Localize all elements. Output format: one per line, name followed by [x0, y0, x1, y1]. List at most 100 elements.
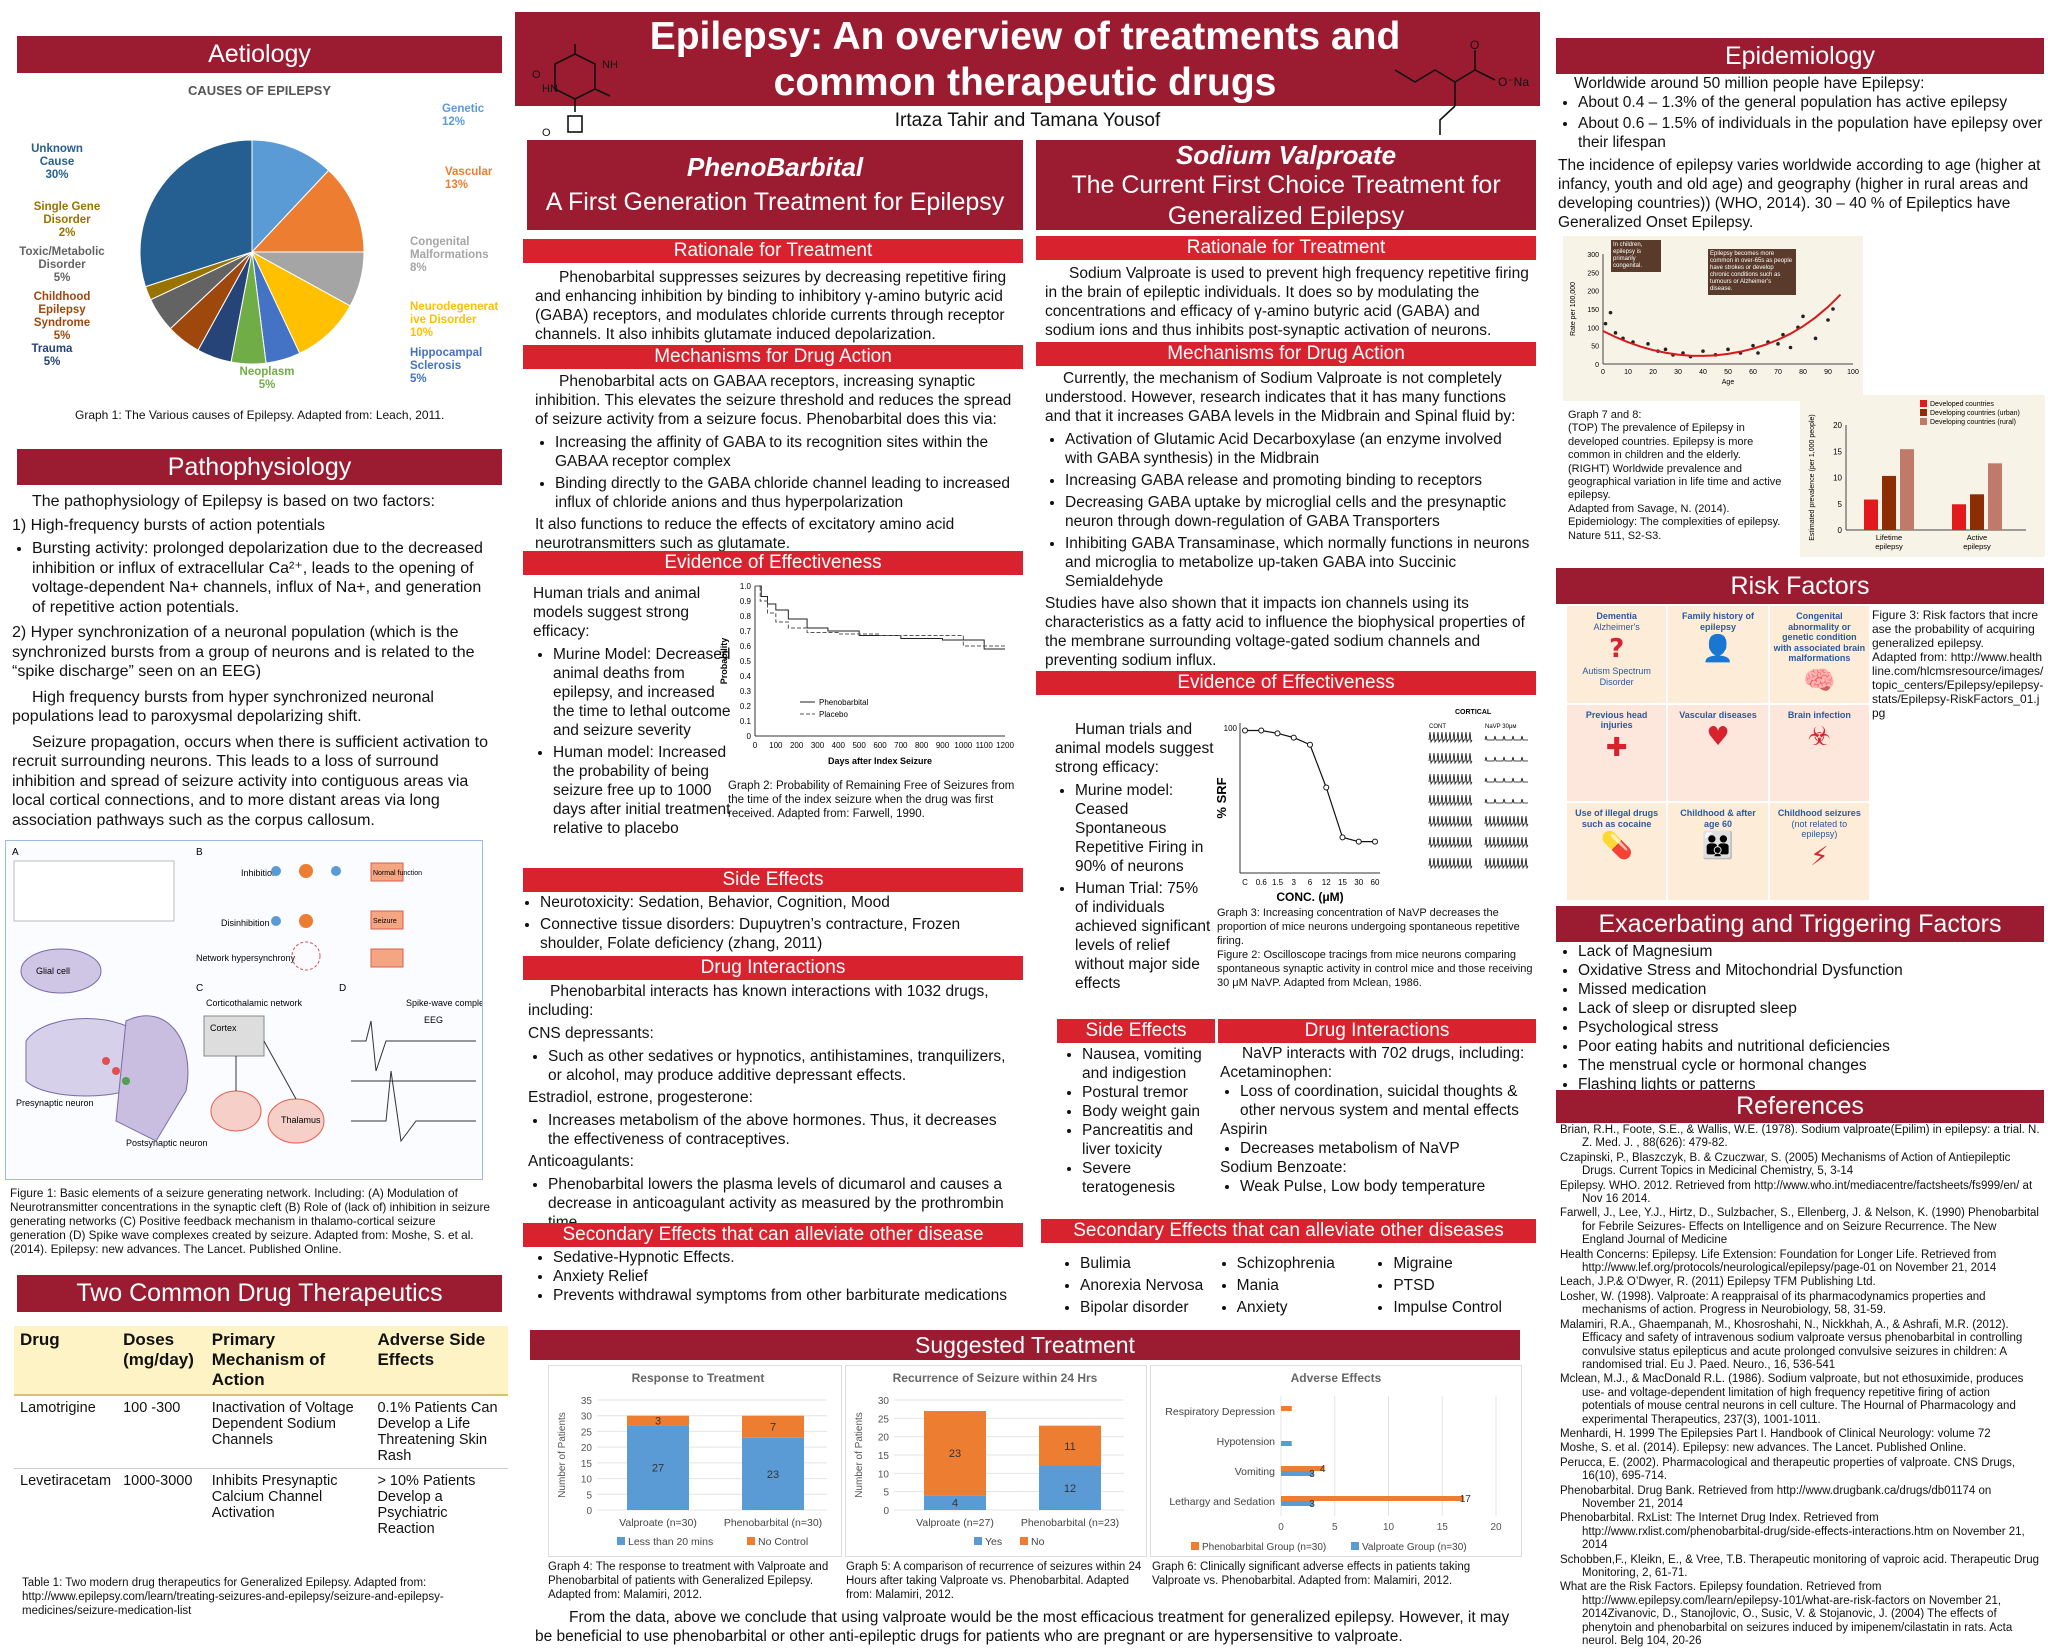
svg-text:EEG: EEG: [424, 1015, 443, 1025]
y-tick: 50: [1591, 344, 1599, 351]
svg-text:Inhibition: Inhibition: [241, 868, 277, 878]
risk-icon: ?: [1609, 634, 1625, 664]
risk-factor-tile: Vascular diseases ♥: [1668, 704, 1768, 802]
pheno-evidence: Human trials and animal models suggest s…: [533, 584, 733, 841]
reference-item: Phenobarbital. Drug Bank. Retrieved from…: [1560, 1484, 1992, 1510]
chart-title: Recurrence of Seizure within 24 Hrs: [893, 1371, 1098, 1385]
oscilloscope-trace: [1484, 857, 1529, 870]
incidence-point: [1751, 343, 1755, 348]
note-elderly: Epilepsy becomes more common in over-65s…: [1708, 249, 1796, 295]
y-axis-label: Number of Patients: [854, 1412, 865, 1498]
note-children: In children, epilepsy is primarily conge…: [1611, 240, 1661, 272]
y-tick: 0.2: [740, 702, 752, 711]
fig-label-d: D: [339, 983, 346, 994]
list-item: The menstrual cycle or hormonal changes: [1578, 1056, 2043, 1075]
pie-label: Genetic 12%: [442, 103, 485, 128]
legend-swatch: [1020, 1537, 1028, 1545]
epidemiology-heading: Epidemiology: [1556, 38, 2044, 74]
table-row: Lamotrigine 100 -300 Inactivation of Vol…: [14, 1395, 508, 1469]
x-tick: 15: [1338, 878, 1347, 887]
data-label: 17: [1460, 1494, 1472, 1505]
y-tick: 25: [878, 1414, 890, 1425]
svg-text:O⁻Na⁺: O⁻Na⁺: [1498, 75, 1530, 89]
valp-evidence-heading: Evidence of Effectiveness: [1036, 671, 1536, 695]
x-axis-label: CONC. (μM): [1276, 890, 1343, 904]
reference-item: What are the Risk Factors. Epilepsy foun…: [1560, 1581, 2013, 1648]
y-tick: 0: [883, 1506, 889, 1517]
y-tick: 150: [1587, 307, 1599, 314]
y-tick: 35: [581, 1396, 593, 1407]
th-adverse: Adverse Side Effects: [377, 1330, 486, 1369]
data-label: 3: [655, 1415, 661, 1427]
oscilloscope-trace: [1428, 794, 1473, 807]
oscilloscope-trace: [1428, 815, 1473, 828]
reference-item: Menhardi, H. 1999 The Epilepsies Part I.…: [1560, 1427, 1991, 1440]
legend-swatch: [617, 1537, 625, 1545]
reference-item: Mclean, M.J., & MacDonald R.L. (1986). S…: [1560, 1373, 2024, 1426]
fig1-caption: Figure 1: Basic elements of a seizure ge…: [10, 1186, 490, 1256]
adverse-effects-chart: Adverse Effects 0 5 10 15 20 Respiratory Depre…: [1150, 1365, 1522, 1557]
reference-item: Brian, R.H., Foote, S.E., & Wallis, W.E.…: [1560, 1124, 2040, 1150]
response-to-treatment-chart: Response to Treatment 0 5 10 15 20 25 30 35 Numbe…: [548, 1365, 842, 1557]
y-tick: 300: [1587, 252, 1599, 259]
reference-item: Phenobarbital. RxList: The Internet Drug…: [1560, 1512, 2025, 1552]
data-label: 23: [767, 1469, 779, 1481]
x-tick: 20: [1649, 369, 1657, 376]
valp-evidence: Human trials and animal models suggest s…: [1055, 720, 1215, 996]
pie-slice: [251, 139, 330, 254]
y-axis-label: % SRF: [1214, 777, 1229, 818]
x-tick: 0: [1601, 369, 1605, 376]
x-tick: 40: [1699, 369, 1707, 376]
x-tick: 800: [915, 741, 929, 750]
y-tick: 20: [1833, 421, 1842, 430]
legend-label: Developing countries (rural): [1930, 419, 2016, 426]
exacerbating-list: Lack of MagnesiumOxidative Stress and Mi…: [1558, 942, 2043, 1094]
svg-text:Presynaptic neuron: Presynaptic neuron: [16, 1098, 94, 1108]
epidemiology-text: Worldwide around 50 million people have …: [1558, 74, 2043, 236]
authors: Irtaza Tahir and Tamana Yousof: [894, 110, 1161, 131]
x-tick: 10: [1624, 369, 1632, 376]
x-tick: 90: [1824, 369, 1832, 376]
risk-tile-title: Previous head injuries: [1585, 709, 1648, 731]
pie-label: Childhood Epilepsy Syndrome 5%: [34, 291, 91, 342]
x-tick: Valproate (n=27): [916, 1517, 994, 1529]
x-tick: Valproate (n=30): [619, 1517, 697, 1529]
y-tick: 5: [883, 1488, 889, 1499]
x-tick: 1100: [976, 741, 994, 750]
svg-text:Cortex: Cortex: [210, 1023, 237, 1033]
incidence-by-age-chart: 0 50 100 150 200 250 300 0 10 20 30 40 50 60 70 80 90 100…: [1563, 236, 1863, 401]
seizure-free-probability-graph: 0 0.1 0.2 0.3 0.4 0.5 0.6 0.7 0.8 0.9 1.0 0 100 200 30…: [719, 582, 1014, 766]
risk-tile-title: Childhood seizures: [1777, 808, 1861, 819]
risk-factor-tile: Previous head injuries ✚: [1567, 704, 1667, 802]
list-item: Flashing lights or patterns: [1578, 1075, 2043, 1094]
svg-text:Corticothalamic network: Corticothalamic network: [206, 998, 303, 1008]
x-tick: 900: [936, 741, 950, 750]
legend-swatch: [747, 1537, 755, 1545]
srf-concentration-graph: % SRF CONC. (μM) C 0.6 1.5 3 6 12 15 30 60 100: [1214, 723, 1380, 904]
valp-rationale: Sodium Valproate is used to prevent high…: [1045, 265, 1529, 339]
svg-text:Disinhibition: Disinhibition: [221, 918, 270, 928]
incidence-point: [1646, 342, 1650, 346]
prevalence-bar: [1864, 499, 1878, 530]
y-tick: 1.0: [740, 582, 752, 591]
oscilloscope-trace: [1484, 798, 1528, 804]
y-tick: 0: [747, 732, 752, 741]
svg-text:CORTICAL: CORTICAL: [1455, 709, 1492, 716]
legend-swatch: [1191, 1542, 1199, 1550]
oscilloscope-trace: [1428, 773, 1473, 786]
recurrence-chart: Recurrence of Seizure within 24 Hrs 0 5 10 1…: [845, 1365, 1147, 1557]
pheno-evidence-heading: Evidence of Effectiveness: [523, 551, 1023, 575]
legend-label: No Control: [758, 1536, 808, 1548]
graph4-caption: Graph 4: The response to treatment with …: [548, 1561, 829, 1601]
legend-swatch: [974, 1537, 982, 1545]
pheno-rationale-heading: Rationale for Treatment: [523, 239, 1023, 263]
x-tick: 400: [832, 741, 846, 750]
patho-propagation: Seizure propagation, occurs when there i…: [12, 733, 488, 829]
svg-text:Postsynaptic neuron: Postsynaptic neuron: [126, 1138, 208, 1148]
incidence-point: [1801, 314, 1805, 319]
bar-segment: [1039, 1425, 1101, 1466]
incidence-point: [1776, 342, 1780, 346]
graph7-8-caption: Graph 7 and 8: (TOP) The prevalence of E…: [1568, 409, 1782, 542]
legend-label: Phenobarbital: [819, 698, 869, 707]
x-tick: 50: [1724, 369, 1732, 376]
